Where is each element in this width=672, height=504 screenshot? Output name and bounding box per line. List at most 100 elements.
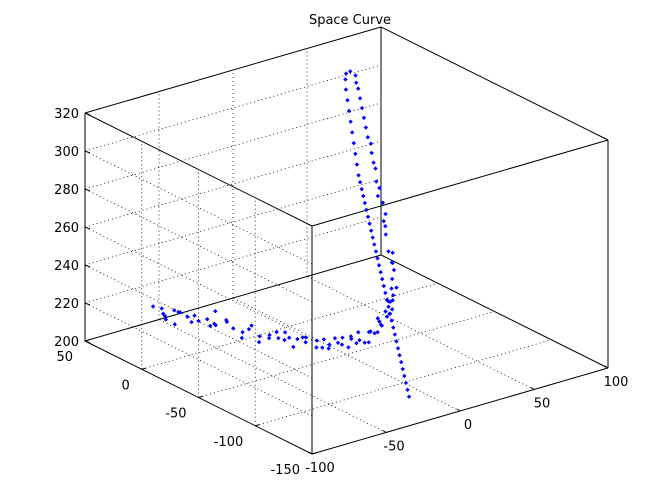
grid-line-floor-y — [255, 339, 552, 427]
grid-line-floor-y — [141, 282, 438, 370]
data-point — [383, 309, 388, 314]
data-point — [391, 267, 397, 273]
data-point — [389, 286, 394, 291]
axis-box-edge — [84, 112, 313, 227]
y-tick-mark — [198, 396, 203, 398]
x-tick-mark — [308, 451, 313, 455]
data-point — [384, 297, 390, 303]
data-point — [150, 304, 156, 309]
x-tick-label: 100 — [604, 375, 629, 390]
data-point — [383, 290, 388, 296]
data-point — [300, 335, 305, 340]
grid-line-floor-x — [306, 276, 535, 390]
data-point — [162, 313, 168, 319]
z-tick-mark — [84, 264, 91, 268]
grid-line-floor-x — [232, 297, 461, 412]
y-tick-mark — [255, 424, 260, 427]
data-point — [348, 119, 353, 124]
data-point — [377, 185, 382, 191]
grid-line-back-z — [84, 140, 382, 228]
data-point — [395, 346, 401, 351]
data-point — [257, 334, 262, 339]
axis-box-edge — [380, 254, 609, 369]
data-point — [372, 331, 377, 336]
data-point — [172, 308, 177, 313]
data-point — [320, 345, 325, 350]
data-point — [161, 311, 166, 316]
data-point — [196, 318, 201, 324]
data-point — [256, 339, 262, 345]
data-point — [391, 325, 396, 330]
data-point — [390, 250, 395, 255]
z-tick-mark — [84, 112, 91, 116]
data-point — [295, 336, 300, 342]
data-point — [362, 200, 368, 206]
data-point — [375, 193, 381, 199]
data-point — [380, 200, 386, 205]
data-point — [378, 269, 383, 275]
data-point — [394, 339, 399, 344]
data-point — [189, 319, 194, 325]
data-point — [390, 307, 395, 312]
data-point — [213, 322, 218, 328]
data-point — [357, 180, 363, 185]
data-point — [266, 336, 272, 341]
data-point — [357, 96, 363, 101]
x-tick-label: -50 — [383, 440, 404, 455]
data-point — [192, 313, 197, 318]
data-point — [343, 87, 349, 92]
data-point — [212, 321, 217, 326]
data-point — [213, 309, 218, 314]
data-point — [205, 316, 210, 322]
data-point — [370, 235, 375, 240]
data-point — [353, 73, 358, 78]
data-point — [303, 340, 308, 345]
data-point — [356, 173, 361, 178]
data-point — [343, 77, 348, 82]
z-tick-label: 260 — [54, 221, 79, 236]
data-point — [380, 276, 385, 282]
data-point — [346, 108, 352, 114]
data-point — [348, 69, 353, 74]
y-tick-label: -100 — [214, 435, 244, 450]
data-point — [377, 319, 382, 324]
data-point — [367, 221, 372, 226]
data-point — [365, 214, 371, 219]
data-point — [389, 318, 394, 323]
data-point — [394, 285, 399, 290]
z-tick-label: 320 — [54, 107, 79, 122]
data-point — [354, 80, 359, 85]
grid-line-back-z — [84, 102, 382, 190]
data-point — [386, 249, 391, 254]
z-tick-label: 280 — [54, 183, 79, 198]
data-point — [345, 98, 350, 103]
data-point — [355, 86, 361, 91]
data-point — [405, 387, 410, 392]
data-point — [361, 115, 367, 121]
data-point — [282, 337, 287, 343]
data-point — [326, 346, 331, 351]
data-point — [362, 340, 367, 345]
data-point — [239, 335, 245, 341]
data-point — [366, 329, 372, 335]
data-point — [343, 71, 349, 76]
data-point — [371, 160, 376, 165]
data-point — [368, 141, 374, 146]
data-point — [274, 329, 279, 335]
y-tick-mark — [141, 367, 146, 370]
data-point — [383, 223, 388, 229]
data-point — [368, 228, 374, 233]
data-point — [350, 130, 355, 135]
z-tick-mark — [84, 188, 91, 192]
data-point — [287, 335, 292, 340]
data-point — [373, 166, 378, 171]
data-point — [340, 335, 345, 340]
data-point — [400, 366, 405, 372]
data-point — [403, 380, 409, 386]
z-tick-mark — [84, 150, 91, 154]
grid-line-back-z — [84, 64, 382, 152]
data-point — [276, 335, 281, 341]
grid-line-back-z — [84, 178, 382, 266]
